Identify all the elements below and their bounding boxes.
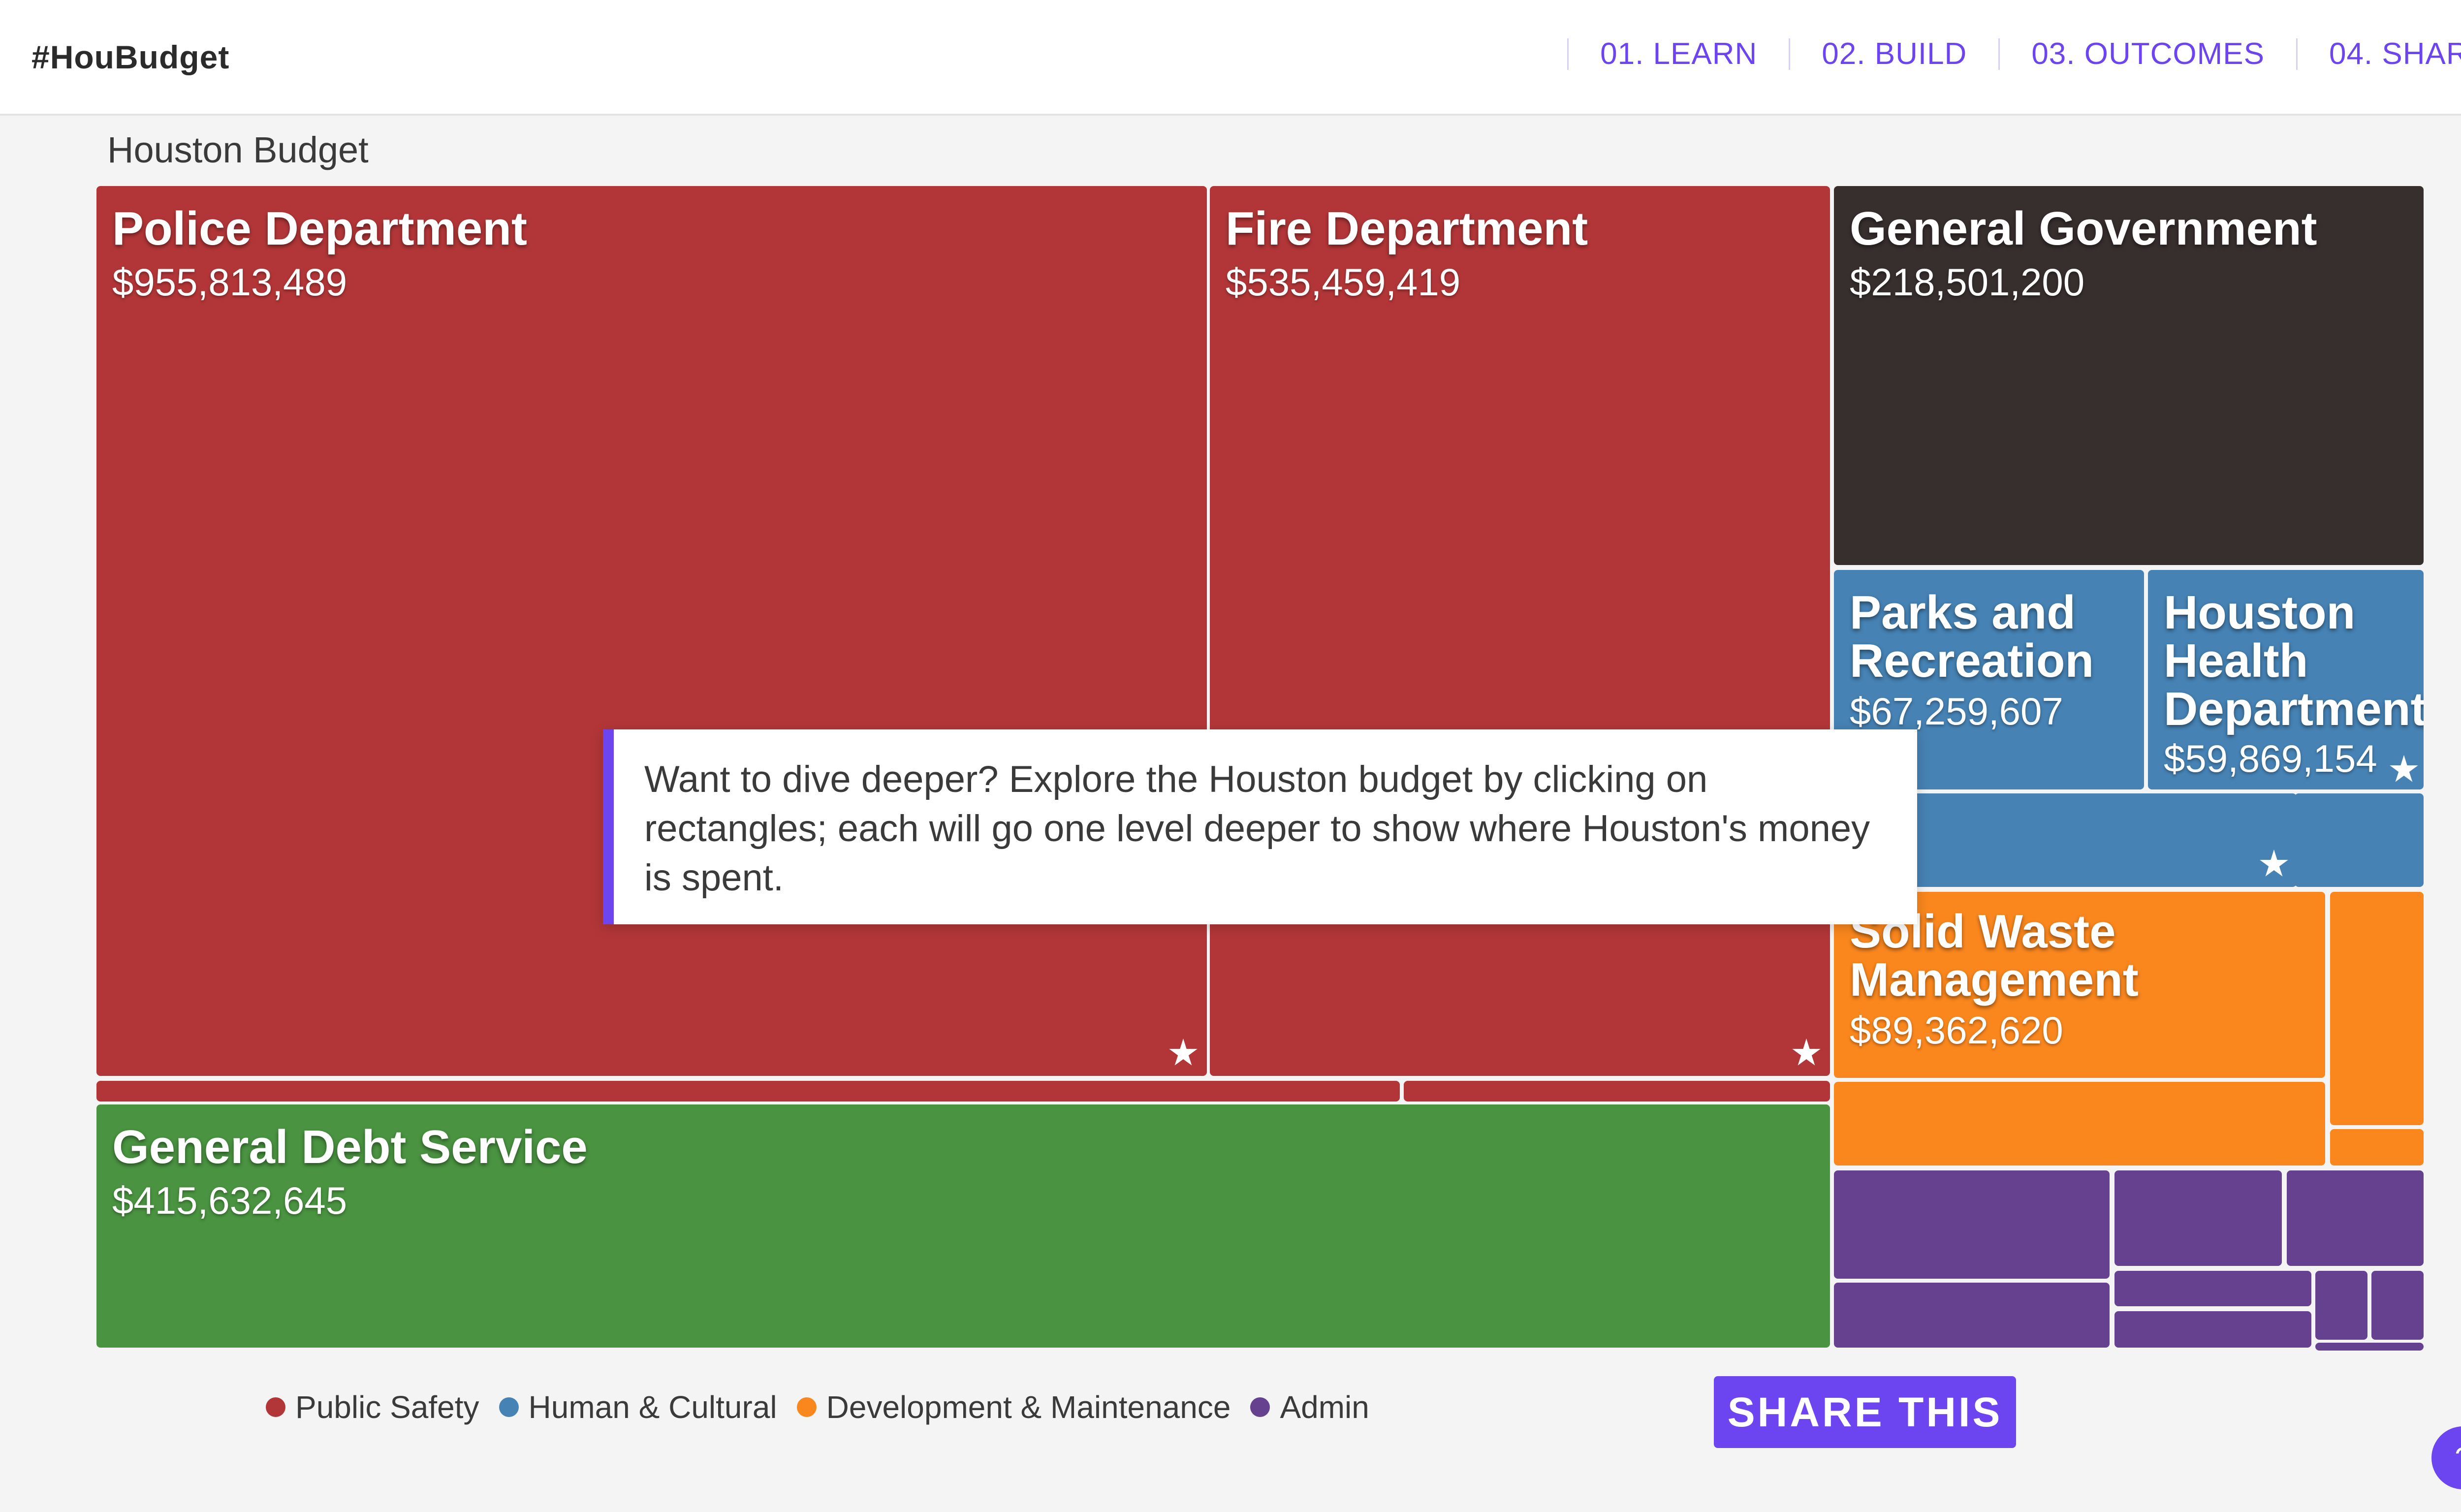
- tile-general-debt-service[interactable]: General Debt Service $415,632,645: [96, 1104, 1830, 1348]
- tile-amount: $218,501,200: [1850, 260, 2085, 304]
- tile-name: General Debt Service: [112, 1121, 588, 1173]
- top-header: #HouBudget 01. LEARN 02. BUILD 03. OUTCO…: [0, 0, 2461, 116]
- tile-amount: $415,632,645: [112, 1179, 347, 1222]
- legend-item-admin: Admin: [1250, 1389, 1369, 1425]
- star-icon: [2260, 850, 2288, 877]
- nav-divider: [2296, 38, 2298, 70]
- tile-development-small[interactable]: [2330, 1129, 2424, 1166]
- tile-public-safety-small[interactable]: [96, 1081, 1400, 1102]
- legend-label: Human & Cultural: [528, 1389, 777, 1425]
- legend-label: Public Safety: [295, 1389, 479, 1425]
- tile-police-department[interactable]: Police Department $955,813,489: [96, 186, 1207, 1076]
- legend-dot-icon: [499, 1397, 519, 1417]
- tile-amount: $67,259,607: [1850, 690, 2063, 733]
- tile-name: Parks and Recreation: [1850, 586, 2094, 687]
- tile-admin-small[interactable]: [2315, 1271, 2367, 1340]
- tile-admin-small[interactable]: [2114, 1311, 2311, 1348]
- tile-fire-department[interactable]: Fire Department $535,459,419: [1210, 186, 1830, 1076]
- legend-label: Admin: [1280, 1389, 1369, 1425]
- nav-divider: [1998, 38, 2000, 70]
- tile-solid-waste-management[interactable]: Solid Waste Management $89,362,620: [1834, 892, 2325, 1078]
- tile-admin-small[interactable]: [2287, 1170, 2424, 1266]
- tile-public-safety-small[interactable]: [1404, 1081, 1830, 1102]
- tile-amount: $89,362,620: [1850, 1008, 2063, 1052]
- tile-development-small[interactable]: [2330, 892, 2424, 1125]
- nav-share[interactable]: 04. SHARE: [2329, 37, 2461, 71]
- chart-title: Houston Budget: [107, 129, 369, 170]
- tile-admin-small[interactable]: [1834, 1283, 2110, 1348]
- nav-divider: [1789, 38, 1791, 70]
- legend-label: Development & Maintenance: [826, 1389, 1231, 1425]
- legend-dot-icon: [1250, 1397, 1270, 1417]
- legend-item-public-safety: Public Safety: [266, 1389, 479, 1425]
- explore-tooltip: Want to dive deeper? Explore the Houston…: [603, 729, 1917, 924]
- nav-learn[interactable]: 01. LEARN: [1600, 37, 1758, 71]
- tile-development-small[interactable]: [1834, 1082, 2325, 1166]
- brand-logo[interactable]: #HouBudget: [32, 39, 230, 75]
- chart-legend: Public Safety Human & Cultural Developme…: [266, 1389, 1389, 1425]
- nav-outcomes[interactable]: 03. OUTCOMES: [2031, 37, 2265, 71]
- tile-name: Fire Department: [1226, 202, 1588, 255]
- star-icon: [2390, 755, 2418, 782]
- main-nav: 01. LEARN 02. BUILD 03. OUTCOMES 04. SHA…: [1536, 36, 2461, 71]
- nav-divider: [1567, 38, 1569, 70]
- question-icon[interactable]: ?: [2431, 1426, 2461, 1489]
- tile-name: Houston Health Department: [2164, 586, 2424, 735]
- star-icon: [1169, 1039, 1198, 1066]
- tile-admin-small[interactable]: [1834, 1170, 2110, 1279]
- tile-amount: $59,869,154: [2164, 737, 2377, 780]
- tile-parks-and-recreation[interactable]: Parks and Recreation $67,259,607: [1834, 570, 2144, 789]
- tile-admin-small[interactable]: [2114, 1170, 2282, 1266]
- tile-houston-health-department[interactable]: Houston Health Department $59,869,154: [2148, 570, 2424, 789]
- tile-name: General Government: [1850, 202, 2317, 255]
- tile-amount: $955,813,489: [112, 260, 347, 304]
- legend-dot-icon: [266, 1397, 285, 1417]
- tile-admin-small[interactable]: [2315, 1343, 2424, 1351]
- tile-amount: $535,459,419: [1226, 260, 1461, 304]
- tile-name: Police Department: [112, 202, 527, 255]
- legend-dot-icon: [796, 1397, 817, 1417]
- tile-admin-small[interactable]: [2371, 1271, 2424, 1340]
- nav-build[interactable]: 02. BUILD: [1822, 37, 1967, 71]
- legend-item-human-cultural: Human & Cultural: [499, 1389, 777, 1425]
- star-icon: [1792, 1039, 1821, 1066]
- tile-human-cultural-small[interactable]: [2295, 793, 2424, 887]
- legend-item-development-maintenance: Development & Maintenance: [796, 1389, 1231, 1425]
- tile-general-government[interactable]: General Government $218,501,200: [1834, 186, 2424, 565]
- share-this-button[interactable]: SHARE THIS: [1714, 1376, 2016, 1448]
- tile-admin-small[interactable]: [2114, 1271, 2311, 1306]
- tile-name: Solid Waste Management: [1850, 905, 2139, 1006]
